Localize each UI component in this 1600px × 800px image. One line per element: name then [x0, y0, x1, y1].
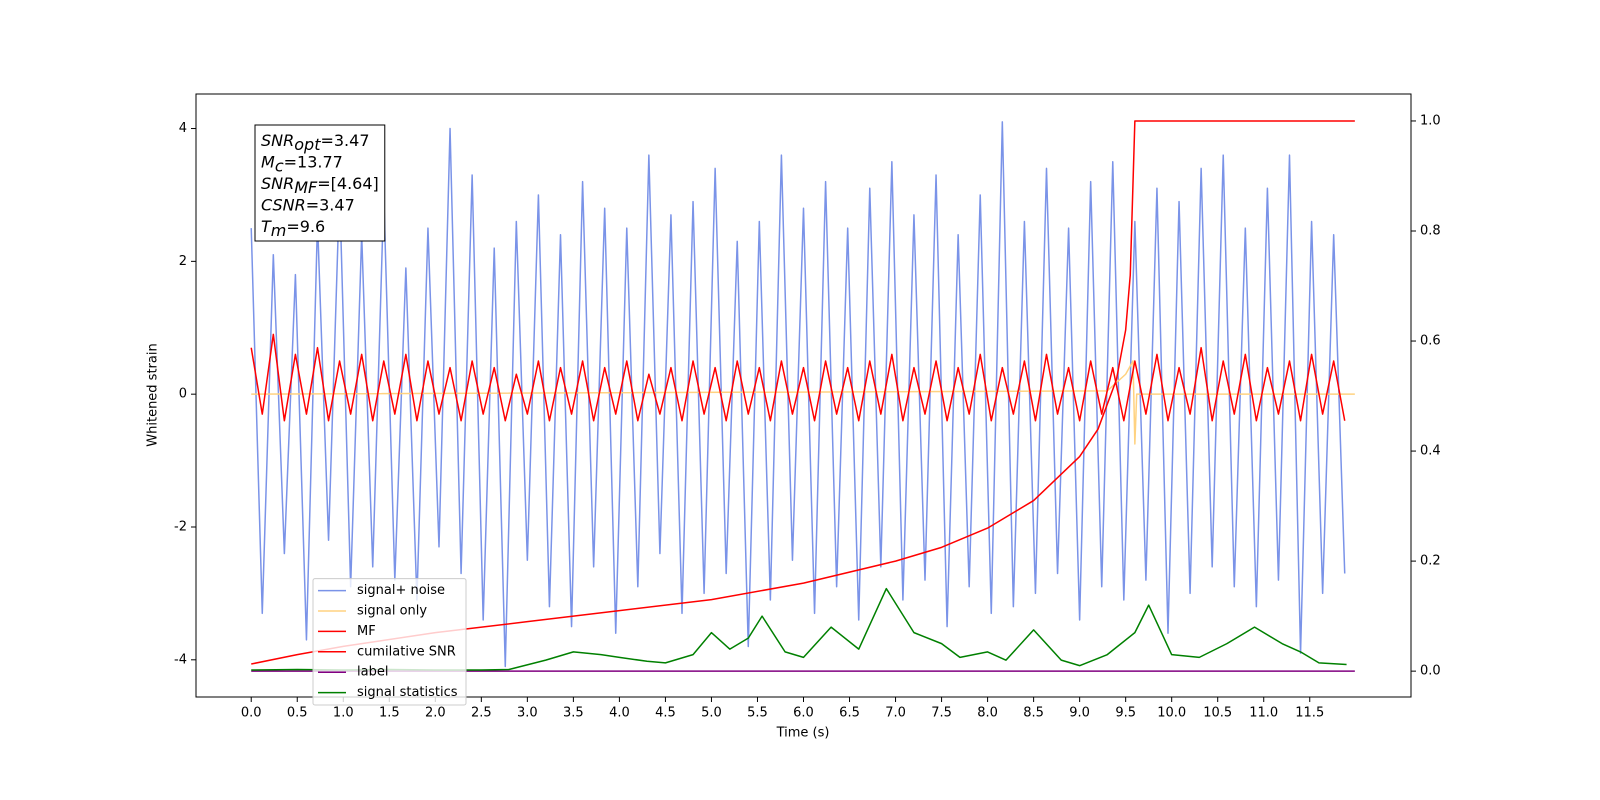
- x-tick-label: 0.0: [241, 706, 262, 721]
- x-tick-label: 11.5: [1295, 706, 1324, 721]
- annotation-value: =13.77: [284, 152, 343, 171]
- y-tick-label: 2: [179, 254, 187, 269]
- x-tick-label: 6.5: [839, 706, 860, 721]
- x-tick-label: 8.5: [1023, 706, 1044, 721]
- x-tick-label: 1.0: [333, 706, 354, 721]
- annotation-symbol: T: [261, 217, 272, 236]
- annotation-line: SNRopt=3.47: [261, 131, 370, 154]
- y-tick-label: -2: [174, 519, 187, 534]
- annotation-symbol: M: [261, 152, 275, 171]
- annotation-subscript: opt: [294, 135, 321, 154]
- legend: signal+ noise signal only MF cumilative SNR…: [312, 578, 467, 706]
- x-tick-label: 5.5: [747, 706, 768, 721]
- x-tick-label: 2.0: [425, 706, 446, 721]
- x-tick-label: 3.0: [517, 706, 538, 721]
- x-tick-label: 7.0: [885, 706, 906, 721]
- annotation-line: SNRMF=[4.64]: [261, 174, 379, 197]
- annotation-subscript: c: [275, 156, 284, 175]
- legend-frame: [312, 578, 467, 706]
- x-tick-label: 4.0: [609, 706, 630, 721]
- annotation-subscript: m: [271, 221, 287, 240]
- x-axis-label: Time (s): [776, 726, 830, 741]
- x-tick-label: 9.5: [1115, 706, 1136, 721]
- y2-tick-label: 0.0: [1420, 664, 1441, 679]
- x-tick-label: 7.5: [931, 706, 952, 721]
- x-tick-label: 4.5: [655, 706, 676, 721]
- x-tick-label: 5.0: [701, 706, 722, 721]
- y2-tick-label: 0.2: [1420, 554, 1441, 569]
- x-tick-label: 1.5: [379, 706, 400, 721]
- x-tick-label: 11.0: [1249, 706, 1278, 721]
- legend-label: cumilative SNR: [357, 644, 456, 659]
- x-tick-label: 10.0: [1157, 706, 1186, 721]
- y-tick-label: 0: [179, 387, 187, 402]
- series-line: [251, 587, 1347, 671]
- x-tick-label: 10.5: [1203, 706, 1232, 721]
- annotation-line: CSNR=3.47: [261, 195, 355, 214]
- y-axis-label: Whitened strain: [146, 343, 161, 446]
- legend-label: signal+ noise: [357, 583, 445, 598]
- y2-tick-label: 1.0: [1420, 113, 1441, 128]
- x-tick-label: 2.5: [471, 706, 492, 721]
- annotation-symbol: CSNR: [261, 195, 306, 214]
- legend-label: MF: [357, 624, 376, 639]
- x-tick-label: 8.0: [977, 706, 998, 721]
- legend-label: signal statistics: [357, 685, 458, 700]
- legend-label: signal only: [357, 604, 427, 619]
- x-tick-label: 6.0: [793, 706, 814, 721]
- annotation-line: Mc=13.77: [261, 152, 343, 175]
- annotation-box: SNRopt=3.47Mc=13.77SNRMF=[4.64]CSNR=3.47…: [254, 124, 386, 242]
- annotation-frame: [254, 124, 386, 242]
- legend-label: label: [357, 665, 388, 680]
- x-tick-label: 9.0: [1069, 706, 1090, 721]
- annotation-subscript: MF: [294, 178, 318, 197]
- annotation-value: =[4.64]: [317, 174, 379, 193]
- y2-tick-label: 0.4: [1420, 444, 1441, 459]
- y2-tick-label: 0.6: [1420, 334, 1441, 349]
- annotation-line: Tm=9.6: [261, 217, 325, 240]
- x-tick-label: 3.5: [563, 706, 584, 721]
- annotation-value: =3.47: [320, 131, 369, 150]
- annotation-value: =3.47: [306, 195, 355, 214]
- y2-tick-label: 0.8: [1420, 223, 1441, 238]
- annotation-value: =9.6: [286, 217, 325, 236]
- annotation-symbol: SNR: [261, 174, 294, 193]
- series-line: [250, 333, 1346, 422]
- y-tick-label: -4: [174, 652, 187, 667]
- x-tick-label: 0.5: [287, 706, 308, 721]
- annotation-symbol: SNR: [261, 131, 294, 150]
- y-tick-label: 4: [179, 121, 187, 136]
